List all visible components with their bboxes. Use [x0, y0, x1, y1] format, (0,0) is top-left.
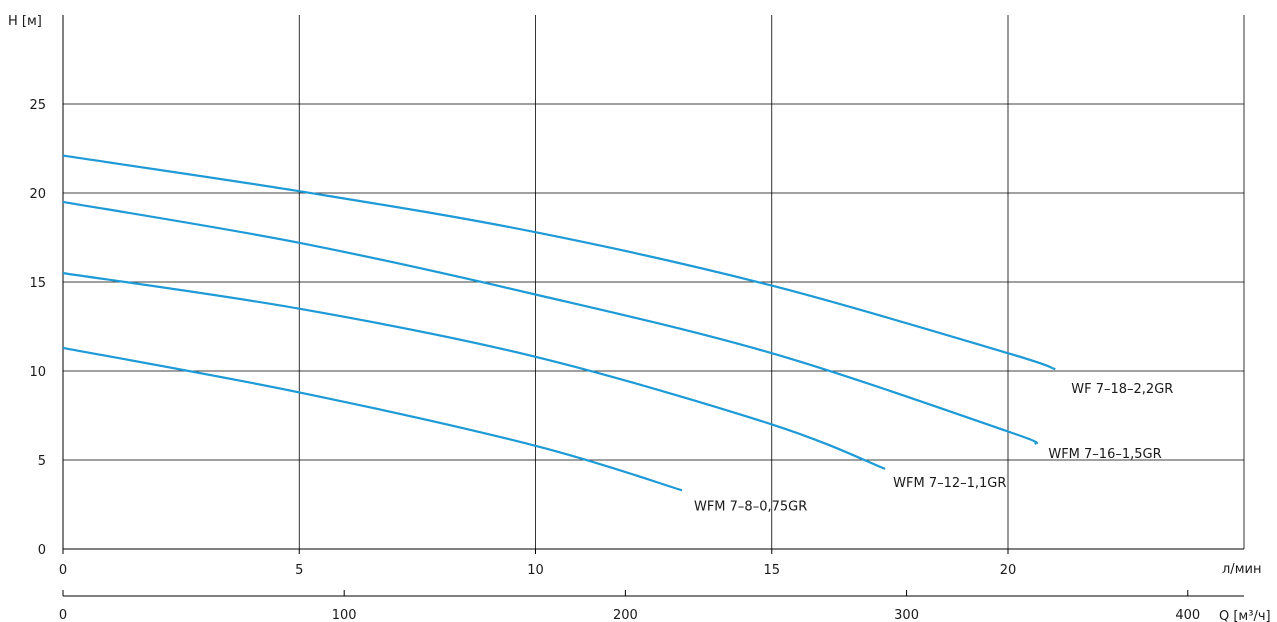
- series-line: [62, 272, 886, 470]
- y-axis-label: H [м]: [8, 14, 42, 29]
- x-axis-label: л/мин: [1222, 562, 1261, 577]
- series-label: WFM 7–12–1,1GR: [893, 476, 1006, 491]
- series-line: [62, 200, 1039, 446]
- x2-axis-label: Q [м³/ч]: [1219, 609, 1271, 622]
- x2-tick-label: 200: [613, 608, 638, 622]
- y-tick-label: 25: [29, 98, 46, 113]
- x-tick-label: 5: [295, 563, 303, 578]
- y-tick-label: 20: [29, 187, 46, 202]
- series-group: [62, 154, 1056, 492]
- series-label: WFM 7–16–1,5GR: [1048, 447, 1161, 462]
- x-axis: 0 5 10 15 20: [59, 549, 1016, 578]
- y-tick-label: 0: [38, 543, 46, 558]
- x-tick-label: 15: [763, 563, 780, 578]
- x2-axis: 0 100 200 300 400: [59, 590, 1244, 622]
- series-labels: WF 7–18–2,2GR WFM 7–16–1,5GR WFM 7–12–1,1G…: [694, 382, 1173, 514]
- y-axis: 0 5 10 15 20 25: [29, 98, 46, 558]
- y-tick-label: 5: [38, 454, 46, 469]
- x-tick-label: 10: [527, 563, 544, 578]
- series-line: [62, 154, 1056, 371]
- series-label: WFM 7–8–0,75GR: [694, 499, 807, 514]
- x2-tick-label: 0: [59, 608, 67, 622]
- y-tick-label: 15: [29, 276, 46, 291]
- x2-tick-label: 400: [1175, 608, 1200, 622]
- y-tick-label: 10: [29, 365, 46, 380]
- series-line: [62, 346, 683, 492]
- x-tick-label: 20: [1000, 563, 1017, 578]
- grid: [62, 15, 1245, 550]
- x2-tick-label: 100: [332, 608, 357, 622]
- series-label: WF 7–18–2,2GR: [1071, 382, 1173, 397]
- x-tick-label: 0: [59, 563, 67, 578]
- x2-tick-label: 300: [894, 608, 919, 622]
